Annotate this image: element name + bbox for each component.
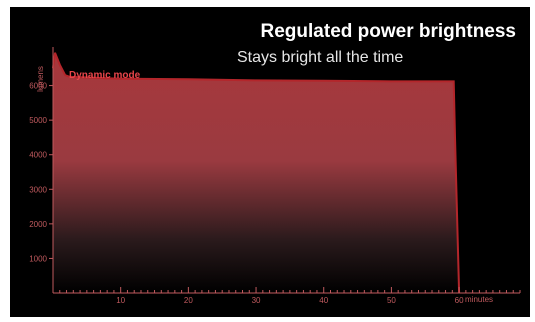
series-annotation-dynamic-mode: Dynamic mode (69, 70, 141, 81)
chart-frame: 1000 2000 3000 4000 5000 6000 10 20 30 40 50 60 lum… (10, 7, 530, 317)
series-area-0 (53, 52, 460, 294)
series-line-0 (52, 52, 461, 294)
y-tick-label-4000: 4000 (29, 151, 47, 160)
chart-subtitle: Stays bright all the time (237, 49, 404, 66)
y-tick-label-2000: 2000 (29, 220, 47, 229)
y-tick-label-6000: 6000 (29, 82, 47, 91)
y-tick-label-5000: 5000 (29, 116, 47, 125)
x-tick-label-20: 20 (184, 296, 193, 305)
y-tick-label-3000: 3000 (29, 185, 47, 194)
x-axis-label: minutes (465, 295, 493, 304)
y-tick-label-1000: 1000 (29, 254, 47, 263)
x-tick-label-40: 40 (319, 296, 328, 305)
chart-title: Regulated power brightness (260, 21, 516, 42)
y-axis-label: lumens (36, 66, 45, 92)
x-tick-label-10: 10 (116, 296, 125, 305)
chart-plot: 1000 2000 3000 4000 5000 6000 10 20 30 40 50 60 lum… (29, 47, 521, 305)
x-tick-label-60: 60 (455, 296, 464, 305)
x-tick-label-30: 30 (252, 296, 261, 305)
x-tick-label-50: 50 (387, 296, 396, 305)
